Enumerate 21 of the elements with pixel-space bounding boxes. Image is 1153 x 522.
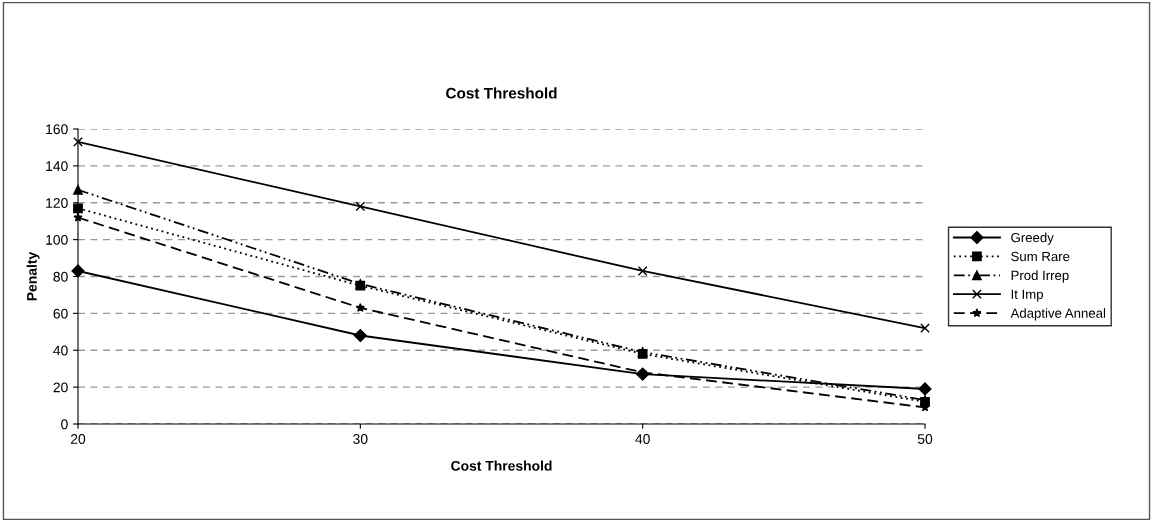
y-tick-label: 140 [46, 161, 68, 172]
x-tick-label: 20 [70, 434, 86, 444]
legend-label: Greedy [1011, 232, 1054, 245]
y-axis-title: Penalty [26, 251, 40, 301]
y-tick-label: 40 [53, 345, 68, 356]
chart-title: Cost Threshold [446, 87, 557, 99]
x-tick-label: 50 [917, 434, 933, 444]
legend-label: Prod Irrep [1011, 270, 1069, 283]
y-tick-label: 160 [46, 124, 68, 135]
x-tick-label: 40 [635, 434, 650, 444]
legend-label: Adaptive Anneal [1010, 308, 1106, 321]
y-tick-label: 100 [46, 234, 68, 245]
x-axis-title: Cost Threshold [451, 460, 552, 471]
y-tick-label: 120 [46, 198, 68, 208]
y-tick-label: 80 [53, 271, 68, 282]
legend-label: Sum Rare [1011, 251, 1070, 262]
y-tick-label: 20 [53, 382, 68, 393]
y-tick-label: 60 [53, 308, 68, 319]
x-tick-label: 30 [353, 434, 368, 444]
y-tick-label: 0 [61, 419, 68, 430]
legend-label: It Imp [1011, 289, 1043, 302]
